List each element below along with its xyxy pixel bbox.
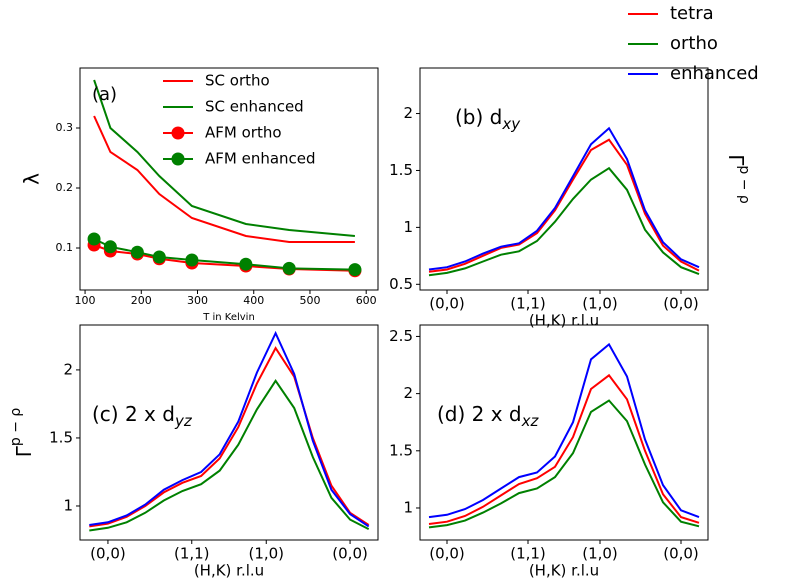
series-marker <box>152 250 166 264</box>
series-line <box>89 346 370 528</box>
x-tick-label: (0,0) <box>429 295 465 313</box>
x-tick-label: (1,1) <box>174 545 210 563</box>
y-axis-label-sup: p − ρ <box>736 165 752 204</box>
x-axis-label: (H,K) r.l.u <box>529 562 599 580</box>
y-tick-label: 1 <box>403 218 413 236</box>
legend: tetra ortho enhanced <box>628 3 759 84</box>
x-tick-label: 200 <box>131 294 152 307</box>
series-line <box>428 373 700 525</box>
series-line <box>89 379 370 532</box>
series-line <box>428 126 700 271</box>
x-tick-label: (1,1) <box>510 545 546 563</box>
annotation-sub: xy <box>501 115 521 133</box>
series-marker <box>185 253 199 267</box>
y-tick-label: 2 <box>63 360 73 378</box>
x-tick-label: (0,0) <box>90 545 126 563</box>
series-line <box>93 79 355 237</box>
series-line <box>89 330 370 528</box>
y-tick-label: 2 <box>403 384 413 402</box>
axes-frame <box>79 67 379 291</box>
y-tick-label: 0.2 <box>56 181 74 194</box>
panel: 0.1 0.2 0.3 100 200 300 400 500 600 T in Kelvin λ (… <box>20 67 379 323</box>
legend: SC ortho SC enhanced AFM ortho AFM enhanced <box>163 72 316 168</box>
y-tick-label: 0.5 <box>389 275 413 293</box>
y-axis-label: Γp − ρ <box>8 408 36 458</box>
panel-annotation: (c) 2 x dyz <box>92 402 193 430</box>
x-tick-label: (0,0) <box>332 545 368 563</box>
x-tick-label: 600 <box>356 294 377 307</box>
legend-label: ortho <box>670 33 718 54</box>
legend-label: enhanced <box>670 63 759 84</box>
panel-annotation: (d) 2 x dxz <box>437 402 540 430</box>
legend-marker <box>171 152 185 166</box>
axes-frame <box>419 324 709 541</box>
y-tick-label: 0.1 <box>56 241 74 254</box>
y-axis-label: Γp − ρ <box>725 154 753 204</box>
annotation-sub: xz <box>521 412 540 430</box>
axes-frame <box>419 67 709 291</box>
series-line <box>428 342 700 519</box>
x-tick-label: (1,1) <box>510 295 546 313</box>
y-axis-label-base: Γ <box>725 154 749 166</box>
series-line <box>428 166 700 277</box>
panel: 1 1.5 2 (0,0) (1,1) (1,0) (0,0) (H,K) r.l.u Γp −… <box>8 324 379 580</box>
y-tick-label: 1.5 <box>49 428 73 446</box>
series-marker <box>87 232 101 246</box>
series-marker <box>239 257 253 271</box>
y-tick-label: 0.3 <box>56 121 74 134</box>
x-tick-label: (1,0) <box>582 545 618 563</box>
y-tick-label: 2.5 <box>389 327 413 345</box>
x-tick-label: (0,0) <box>663 545 699 563</box>
panel-annotation: (a) <box>92 84 117 105</box>
x-tick-label: (1,0) <box>582 295 618 313</box>
x-axis-label: T in Kelvin <box>202 312 255 323</box>
series-marker <box>282 261 296 275</box>
axes-frame <box>79 324 379 541</box>
panel: 1 1.5 2 2.5 (0,0) (1,1) (1,0) (0,0) (H,K) r.l.u (… <box>389 324 709 580</box>
panel: 0.5 1 1.5 2 (0,0) (1,1) (1,0) (0,0) (H,K) r.l.u Γ… <box>389 3 759 330</box>
annotation-text: (c) 2 x d <box>92 402 175 426</box>
y-axis-label-base: Γ <box>12 445 36 457</box>
series-line <box>428 138 700 273</box>
series-marker <box>103 240 117 254</box>
y-tick-label: 1.5 <box>389 161 413 179</box>
x-tick-label: 300 <box>187 294 208 307</box>
x-tick-label: (0,0) <box>663 295 699 313</box>
y-axis-label-sup: p − ρ <box>8 408 24 447</box>
legend-label: SC enhanced <box>205 98 304 116</box>
y-axis-label: λ <box>20 173 44 185</box>
legend-marker <box>171 126 185 140</box>
series-marker <box>348 263 362 277</box>
x-tick-label: 400 <box>243 294 264 307</box>
series-line <box>428 399 700 529</box>
legend-label: SC ortho <box>205 72 270 90</box>
y-tick-label: 2 <box>403 104 413 122</box>
x-axis-label: (H,K) r.l.u <box>194 562 264 580</box>
panel-annotation: (b) dxy <box>455 105 521 133</box>
legend-label: AFM ortho <box>205 124 282 142</box>
series-line <box>93 115 355 243</box>
x-tick-label: 500 <box>299 294 320 307</box>
annotation-text: (b) d <box>455 105 502 129</box>
annotation-text: (d) 2 x d <box>437 402 522 426</box>
series-marker <box>130 245 144 259</box>
annotation-sub: yz <box>174 412 193 430</box>
y-tick-label: 1 <box>63 496 73 514</box>
y-tick-label: 1.5 <box>389 441 413 459</box>
y-tick-label: 1 <box>403 498 413 516</box>
x-axis-label: (H,K) r.l.u <box>529 312 599 330</box>
x-tick-label: 100 <box>75 294 96 307</box>
legend-label: tetra <box>670 3 714 24</box>
x-tick-label: (1,0) <box>248 545 284 563</box>
x-tick-label: (0,0) <box>429 545 465 563</box>
legend-label: AFM enhanced <box>205 150 316 168</box>
